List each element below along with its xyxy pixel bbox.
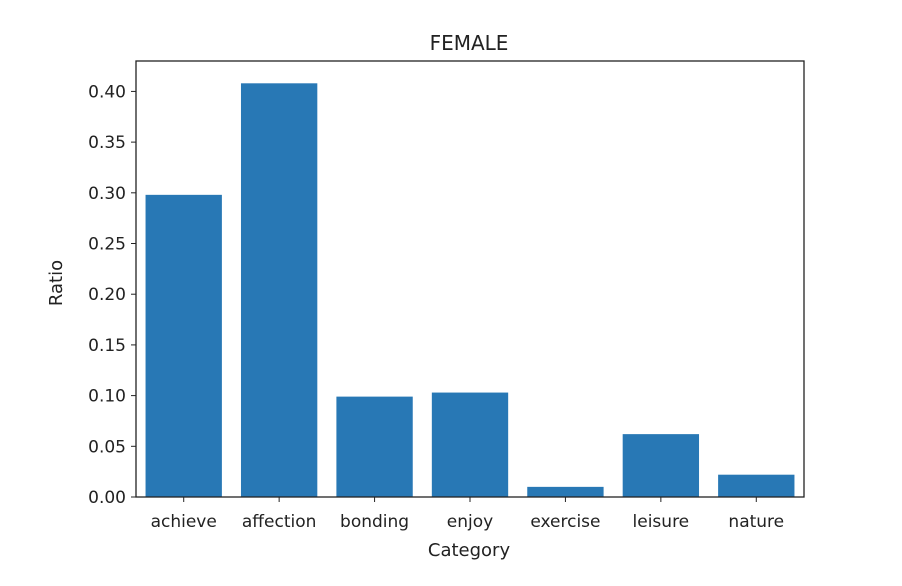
y-axis-ticks: 0.00 0.05 0.10 0.15 0.20 0.25 0.30 0.35 0.40 xyxy=(88,82,136,508)
x-tick-label: enjoy xyxy=(447,512,493,532)
chart-title: FEMALE xyxy=(430,31,509,55)
x-tick-label: bonding xyxy=(340,512,409,532)
y-axis-label: Ratio xyxy=(46,260,67,306)
x-tick-label: exercise xyxy=(530,512,600,532)
bar-exercise xyxy=(527,486,604,497)
bar-achieve xyxy=(145,194,222,497)
y-tick-label: 0.20 xyxy=(88,285,126,305)
bar-nature xyxy=(718,474,795,497)
x-tick-label: affection xyxy=(242,512,317,532)
y-tick-label: 0.30 xyxy=(88,184,126,204)
x-axis-label: Category xyxy=(428,540,511,561)
bars-group xyxy=(145,83,795,497)
bar-bonding xyxy=(336,396,413,497)
x-tick-label: achieve xyxy=(151,512,217,532)
bar-affection xyxy=(240,83,318,497)
bar-leisure xyxy=(622,434,700,497)
y-tick-label: 0.15 xyxy=(88,336,126,356)
y-tick-label: 0.10 xyxy=(88,387,126,407)
plot-frame xyxy=(135,60,805,498)
y-tick-label: 0.00 xyxy=(88,488,126,508)
y-tick-label: 0.05 xyxy=(88,437,126,457)
x-tick-label: leisure xyxy=(633,512,690,532)
x-axis-ticks: achieve affection bonding enjoy exercise leis… xyxy=(151,497,784,532)
y-tick-label: 0.35 xyxy=(88,133,126,153)
y-tick-label: 0.40 xyxy=(88,82,126,102)
bar-enjoy xyxy=(431,392,509,497)
y-tick-label: 0.25 xyxy=(88,235,126,255)
x-tick-label: nature xyxy=(728,512,784,532)
